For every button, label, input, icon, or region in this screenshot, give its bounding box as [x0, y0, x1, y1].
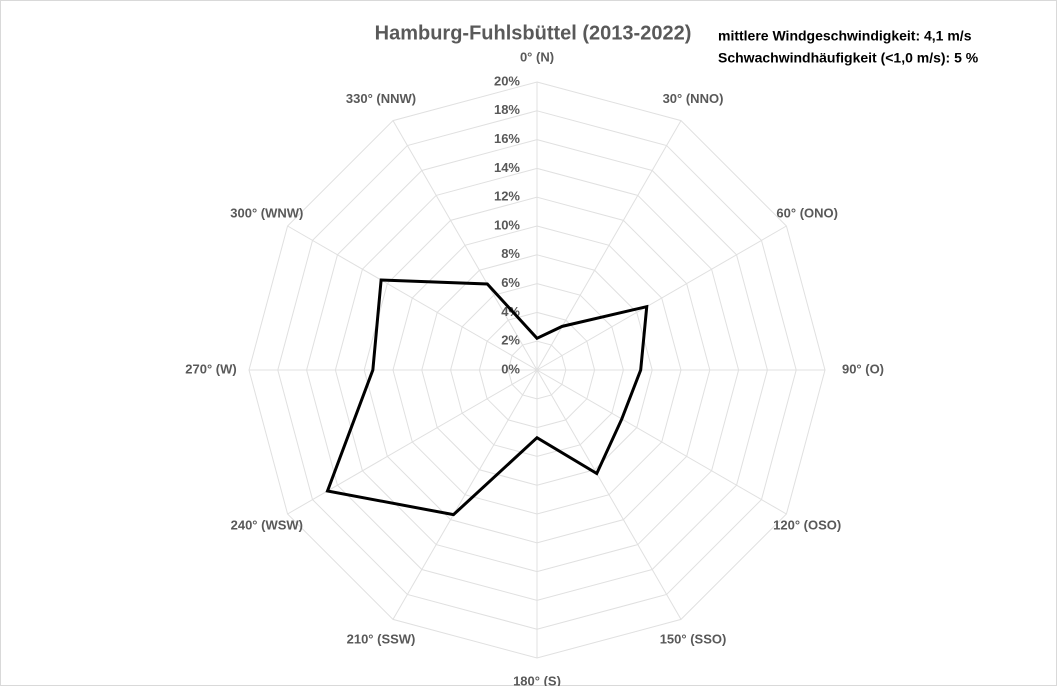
category-label: 30° (NNO) [663, 91, 724, 106]
category-label: 210° (SSW) [347, 632, 416, 647]
chart-title: Hamburg-Fuhlsbüttel (2013-2022) [375, 22, 692, 44]
grid-ring [450, 283, 624, 457]
category-label: 0° (N) [520, 49, 554, 64]
r-tick-label: 0% [501, 361, 520, 376]
grid-ring [363, 196, 711, 544]
category-label: 300° (WNW) [230, 205, 303, 220]
grid-ring [507, 340, 567, 400]
grid-ring [248, 81, 826, 659]
category-label: 180° (S) [513, 673, 561, 686]
r-tick-label: 8% [501, 246, 520, 261]
r-tick-label: 2% [501, 333, 520, 348]
r-tick-label: 16% [494, 131, 520, 146]
category-label: 240° (WSW) [231, 517, 303, 532]
r-tick-label: 14% [494, 160, 520, 175]
category-label: 150° (SSO) [660, 632, 727, 647]
r-tick-label: 6% [501, 275, 520, 290]
category-label: 90° (O) [842, 361, 884, 376]
category-label: 120° (OSO) [773, 517, 841, 532]
r-tick-label: 20% [494, 73, 520, 88]
r-tick-label: 18% [494, 102, 520, 117]
grid-ring [334, 167, 740, 573]
grid-ring [478, 311, 596, 429]
category-label: 60° (ONO) [776, 205, 838, 220]
grid-ring [421, 254, 653, 486]
category-label: 330° (NNW) [346, 91, 416, 106]
grid-ring [306, 139, 768, 601]
r-tick-label: 10% [494, 217, 520, 232]
series-line [325, 278, 649, 517]
grid-ring [392, 225, 682, 515]
annotation: Schwachwindhäufigkeit (<1,0 m/s): 5 % [718, 50, 979, 66]
category-label: 270° (W) [185, 361, 236, 376]
grid-ring [277, 110, 797, 630]
annotation: mittlere Windgeschwindigkeit: 4,1 m/s [718, 28, 972, 44]
r-tick-label: 12% [494, 189, 520, 204]
